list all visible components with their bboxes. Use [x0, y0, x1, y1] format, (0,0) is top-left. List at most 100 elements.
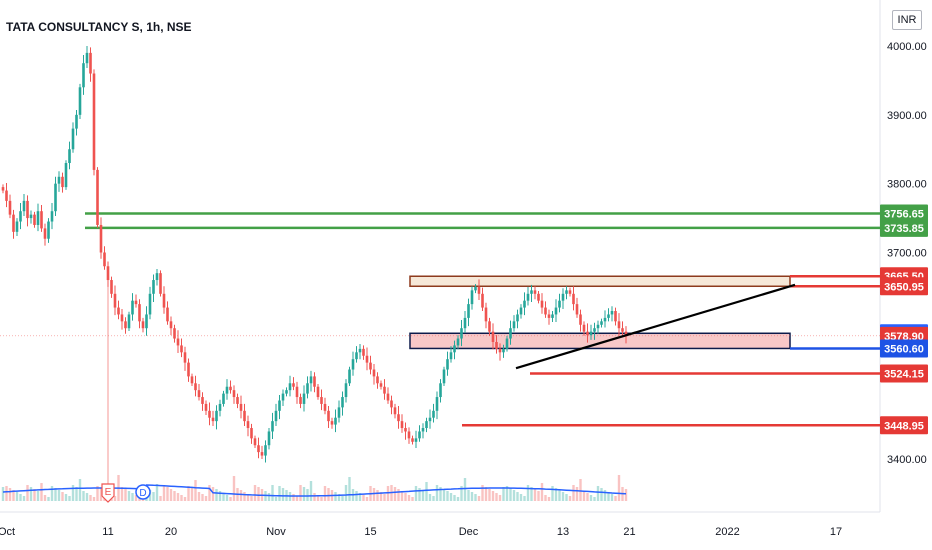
candle-body	[134, 300, 138, 305]
dividend-marker	[135, 484, 151, 500]
candle-body	[379, 383, 383, 387]
candle-body	[558, 300, 561, 308]
volume-bar	[257, 487, 260, 501]
volume-bar	[19, 494, 22, 501]
volume-bar	[593, 497, 596, 501]
volume-bar	[481, 485, 484, 501]
volume-bar	[561, 492, 565, 501]
candle-body	[446, 359, 449, 370]
volume-bar	[603, 490, 607, 501]
volume-bar	[565, 494, 568, 501]
candle-body	[127, 314, 131, 329]
y-tick-label: 3400.00	[887, 454, 927, 466]
volume-bar	[460, 486, 463, 501]
volume-bar	[89, 495, 92, 501]
candle-body	[229, 386, 232, 391]
x-tick-label: Nov	[266, 526, 286, 538]
candle-body	[568, 290, 572, 294]
candle-body	[54, 183, 57, 212]
candle-body	[190, 376, 194, 384]
volume-bar	[173, 491, 176, 501]
candle-body	[341, 397, 344, 408]
volume-bar	[278, 486, 281, 501]
volume-bar	[386, 486, 390, 501]
candle-body	[320, 397, 323, 404]
volume-bar	[29, 487, 33, 501]
volume-bar	[505, 486, 509, 501]
candle-body	[138, 304, 141, 322]
candle-body	[414, 438, 418, 442]
volume-bar	[344, 485, 348, 501]
candle-body	[173, 328, 176, 339]
candle-body	[176, 338, 180, 346]
candle-body	[533, 290, 537, 294]
volume-bar	[159, 496, 162, 501]
price-label-box	[880, 277, 928, 296]
volume-bar	[253, 485, 257, 501]
candle-body	[425, 421, 428, 429]
candle-body	[586, 331, 589, 336]
candle-body	[106, 266, 110, 281]
volume-bar	[113, 496, 117, 501]
candle-body	[159, 273, 162, 294]
candle-body	[509, 328, 512, 339]
candle-body	[19, 211, 22, 222]
volume-bar	[82, 491, 85, 501]
candle-body	[113, 293, 117, 308]
volume-bar	[358, 493, 362, 501]
candle-body	[75, 114, 78, 129]
volume-bar	[411, 497, 414, 501]
candle-body	[596, 324, 600, 329]
candle-body	[554, 307, 558, 315]
candle-body	[36, 211, 40, 225]
volume-bar	[421, 490, 425, 501]
candle-body	[327, 410, 330, 422]
candle-body	[439, 383, 442, 398]
candle-body	[194, 383, 197, 391]
candle-body	[407, 431, 411, 439]
currency-badge[interactable]: INR	[892, 10, 922, 30]
candle-body	[470, 290, 474, 305]
candle-body	[82, 63, 85, 88]
y-tick-label: 4000.00	[887, 41, 927, 53]
candle-body	[544, 307, 547, 315]
support-zone	[409, 332, 791, 350]
volume-bar	[299, 485, 302, 501]
x-tick-label: Oct	[0, 526, 15, 538]
volume-bar	[596, 486, 600, 501]
candle-body	[68, 149, 71, 164]
candle-body	[274, 410, 278, 422]
candle-body	[246, 421, 250, 429]
volume-bar	[180, 495, 183, 501]
volume-bar	[190, 488, 194, 501]
candle-body	[201, 397, 204, 404]
volume-bar	[551, 486, 554, 501]
x-tick-label: 17	[830, 526, 842, 538]
volume-bar	[201, 494, 204, 501]
candle-body	[428, 417, 432, 422]
candle-body	[141, 321, 145, 329]
volume-bar	[407, 495, 411, 501]
volume-bar	[589, 495, 593, 501]
volume-bar	[148, 490, 152, 501]
candle-body	[603, 317, 607, 322]
volume-bar	[64, 494, 68, 501]
resistance-zone	[409, 275, 791, 288]
volume-bar	[208, 485, 211, 501]
candle-body	[50, 211, 54, 222]
volume-bar	[530, 487, 533, 501]
candle-body	[208, 410, 211, 418]
volume-bar	[491, 491, 495, 501]
candle-body	[155, 273, 159, 281]
chart-title: TATA CONSULTANCY S, 1h, NSE	[6, 20, 192, 34]
candle-body	[547, 314, 551, 318]
volume-bar	[40, 483, 43, 501]
volume-bar	[579, 479, 582, 501]
volume-bar	[75, 487, 78, 501]
volume-bar	[162, 485, 166, 501]
volume-bar	[470, 492, 474, 501]
volume-bar	[456, 497, 460, 501]
volume-bar	[232, 476, 236, 501]
volume-bar	[582, 491, 586, 501]
